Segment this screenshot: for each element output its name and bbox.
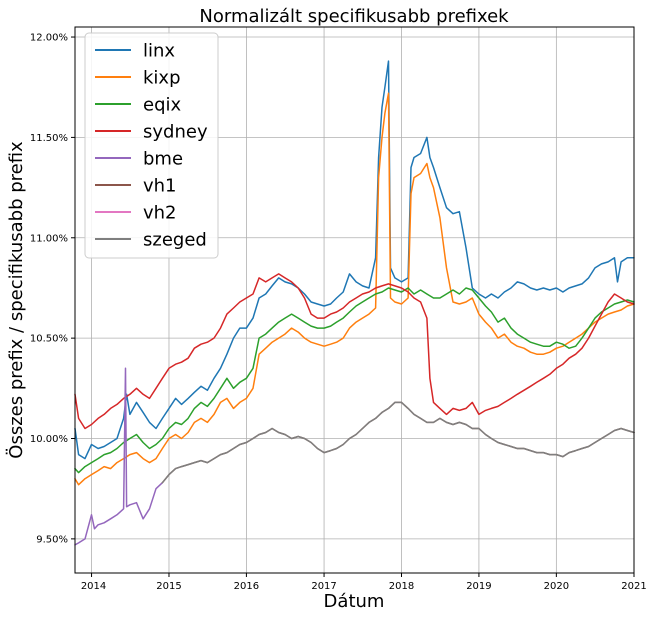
x-tick-label: 2018 — [389, 581, 414, 592]
x-tick-label: 2017 — [311, 581, 336, 592]
x-tick-label: 2014 — [81, 581, 106, 592]
x-axis-title: Dátum — [324, 591, 385, 612]
x-tick-label: 2021 — [621, 581, 646, 592]
y-tick-label: 10.50% — [30, 334, 68, 345]
series-line-bme — [74, 367, 164, 546]
series-line-eqix — [74, 287, 635, 474]
legend-label-vh1: vh1 — [143, 176, 177, 197]
series-line-linx — [74, 60, 635, 460]
y-tick-label: 11.00% — [30, 233, 68, 244]
legend-label-kixp: kixp — [143, 68, 181, 89]
legend-label-eqix: eqix — [143, 95, 182, 116]
x-tick-label: 2015 — [156, 581, 181, 592]
legend-label-sydney: sydney — [143, 122, 208, 143]
y-tick-label: 9.50% — [36, 534, 68, 545]
chart-title: Normalizált specifikusabb prefixek — [199, 6, 509, 27]
plot-frame — [74, 26, 635, 574]
y-tick-label: 10.00% — [30, 434, 68, 445]
x-tick-label: 2019 — [466, 581, 491, 592]
x-axis-ticks: 2014 2015 2016 2017 2018 2019 2020 2021 — [81, 573, 647, 592]
y-axis-title: Összes prefix / specifikusabb prefix — [5, 141, 27, 459]
legend-box — [84, 32, 219, 259]
series-line-sydney — [74, 273, 635, 430]
x-tick-label: 2020 — [544, 581, 569, 592]
series-line-szeged — [161, 401, 635, 484]
legend-label-bme: bme — [143, 149, 183, 170]
series-lines — [74, 60, 635, 546]
y-tick-label: 12.00% — [30, 33, 68, 44]
legend-label-vh2: vh2 — [143, 203, 177, 224]
y-axis-ticks: 9.50% 10.00% 10.50% 11.00% 11.50% 12.00% — [30, 33, 75, 545]
x-tick-label: 2016 — [234, 581, 259, 592]
series-line-kixp — [74, 92, 635, 486]
legend-label-szeged: szeged — [143, 230, 207, 251]
legend: linx kixp eqix sydney bme vh1 vh2 szeged — [84, 32, 219, 259]
y-tick-label: 11.50% — [30, 133, 68, 144]
legend-label-linx: linx — [143, 41, 175, 62]
